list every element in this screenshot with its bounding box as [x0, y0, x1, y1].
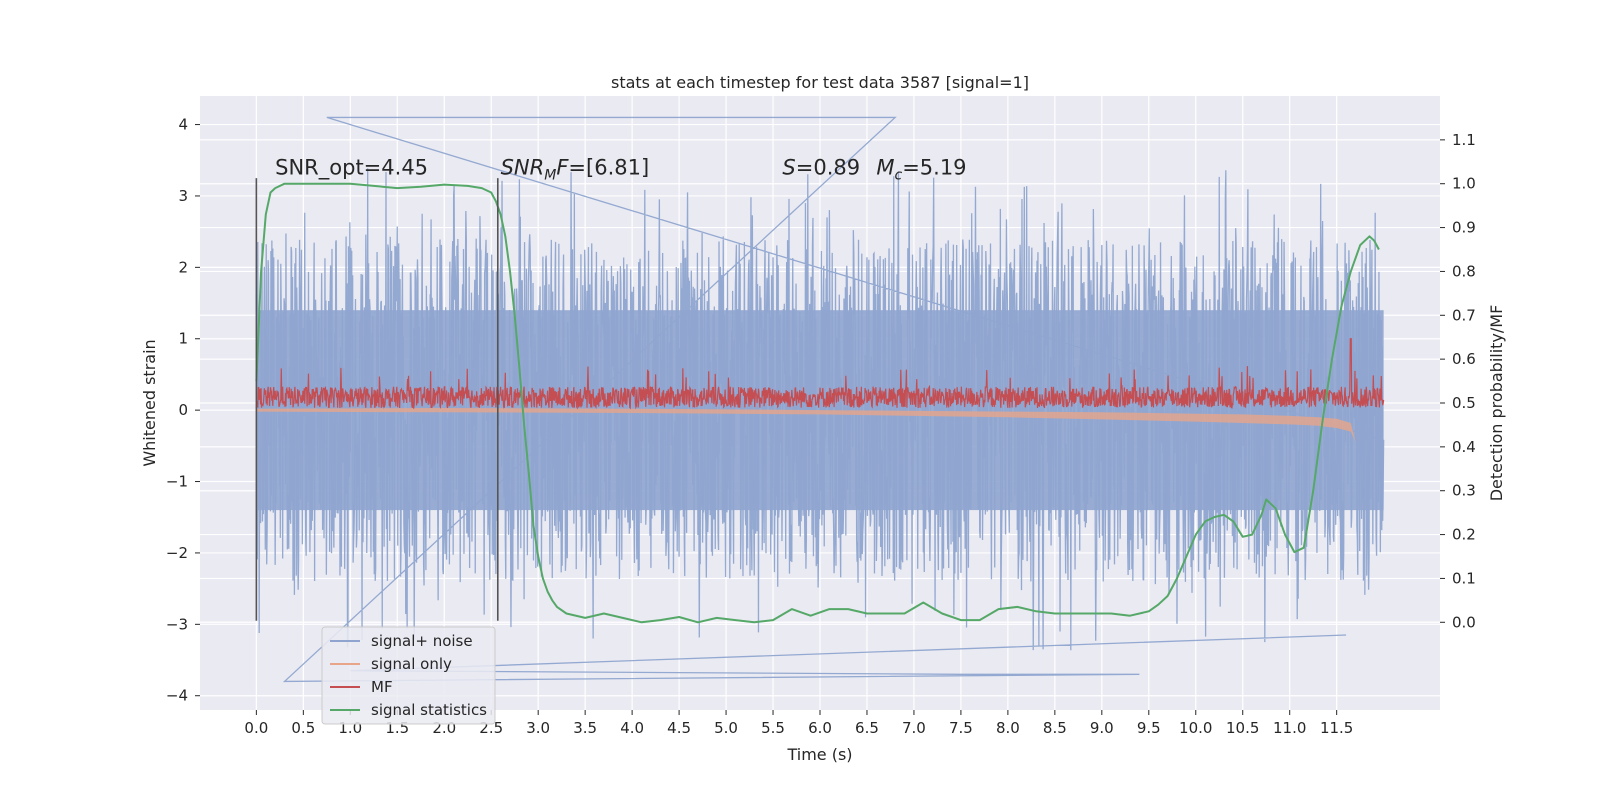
x-tick-label: 11.5	[1320, 719, 1353, 737]
x-tick-label: 4.0	[620, 719, 644, 737]
x-tick-label: 6.5	[855, 719, 879, 737]
x-tick-label: 3.0	[526, 719, 550, 737]
legend-label: MF	[371, 678, 393, 696]
annotation-text: Mc=5.19	[876, 156, 966, 184]
annotation-text: SNR_opt=4.45	[275, 156, 428, 181]
y-left-tick-label: 3	[178, 187, 188, 205]
y-left-tick-label: 0	[178, 401, 188, 419]
axis-ticks: 0.0 0.5 1.0 1.5 2.0 2.5 3.0 3.5 4.0 4.5 5.0 5.5 6.0 6…	[166, 116, 1476, 737]
x-tick-label: 8.5	[1043, 719, 1067, 737]
legend-label: signal only	[371, 655, 452, 673]
y-left-tick-label: 2	[178, 258, 188, 276]
y-right-tick-label: 0.3	[1452, 482, 1476, 500]
y-right-tick-label: 0.7	[1452, 306, 1476, 324]
y-right-tick-label: 1.1	[1452, 131, 1476, 149]
legend: signal+ noise signal only MF signal statist…	[321, 626, 496, 725]
y-axis-label-right: Detection probability/MF	[1487, 305, 1506, 502]
x-tick-label: 8.0	[996, 719, 1020, 737]
y-right-tick-label: 0.6	[1452, 350, 1476, 368]
legend-label: signal statistics	[371, 701, 487, 719]
x-tick-label: 7.0	[902, 719, 926, 737]
x-tick-label: 5.0	[714, 719, 738, 737]
x-tick-label: 9.0	[1090, 719, 1114, 737]
vertical-lines	[255, 178, 499, 621]
x-tick-label: 10.0	[1179, 719, 1212, 737]
chart-title: stats at each timestep for test data 358…	[611, 73, 1029, 92]
y-right-tick-label: 0.5	[1452, 394, 1476, 412]
series-mf	[255, 338, 1385, 410]
legend-label: signal+ noise	[371, 632, 473, 650]
y-right-tick-label: 0.1	[1452, 569, 1476, 587]
y-axis-label-left: Whitened strain	[140, 339, 159, 466]
annotations: SNR_opt=4.45 SNRMF=[6.81] S=0.89 Mc=5.19	[275, 156, 966, 184]
plot-area	[255, 116, 1385, 683]
y-left-tick-label: −4	[166, 687, 188, 705]
x-tick-label: 0.5	[291, 719, 315, 737]
x-tick-label: 9.5	[1137, 719, 1161, 737]
x-tick-label: 5.5	[761, 719, 785, 737]
x-tick-label: 0.0	[244, 719, 268, 737]
y-right-tick-label: 0.2	[1452, 526, 1476, 544]
annotation-text: S=0.89	[782, 156, 860, 180]
series-signal-statistics	[255, 182, 1380, 624]
legend-box	[321, 626, 496, 725]
y-left-tick-label: 4	[178, 116, 188, 134]
y-right-tick-label: 0.8	[1452, 262, 1476, 280]
x-axis-label: Time (s)	[786, 745, 852, 764]
y-right-tick-label: 1.0	[1452, 175, 1476, 193]
y-left-tick-label: −1	[166, 473, 188, 491]
annotation-text: SNRMF=[6.81]	[501, 156, 650, 184]
y-right-tick-label: 0.9	[1452, 219, 1476, 237]
y-right-tick-label: 0.0	[1452, 613, 1476, 631]
x-tick-label: 6.0	[808, 719, 832, 737]
y-left-tick-label: −3	[166, 615, 188, 633]
y-right-tick-label: 0.4	[1452, 438, 1476, 456]
y-left-tick-label: −2	[166, 544, 188, 562]
x-tick-label: 10.5	[1226, 719, 1259, 737]
x-tick-label: 11.0	[1273, 719, 1306, 737]
x-tick-label: 3.5	[573, 719, 597, 737]
series-signal-only	[256, 408, 1356, 443]
x-tick-label: 4.5	[667, 719, 691, 737]
y-left-tick-label: 1	[178, 330, 188, 348]
x-tick-label: 7.5	[949, 719, 973, 737]
